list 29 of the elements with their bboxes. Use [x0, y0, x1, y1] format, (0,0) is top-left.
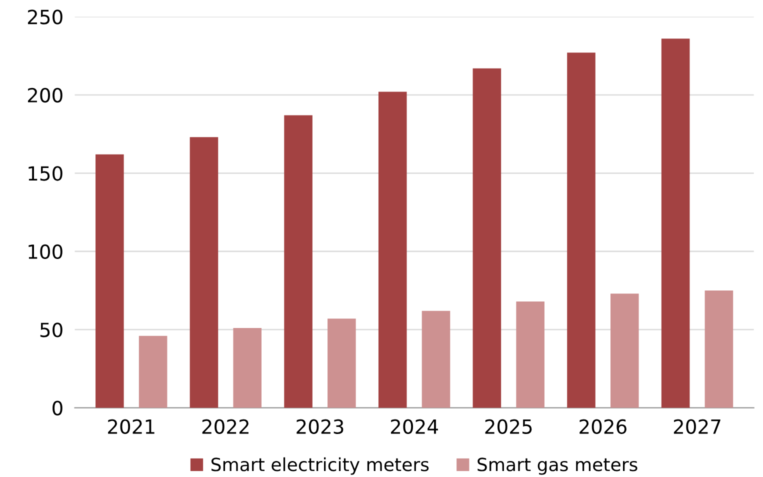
bar: [704, 290, 734, 408]
y-tick-label: 250: [28, 10, 62, 24]
y-tick-label: 150: [28, 166, 62, 181]
y-tick-label: 100: [28, 244, 62, 260]
bar: [190, 137, 218, 408]
bar: [233, 328, 262, 408]
x-tick-label: 2024: [390, 419, 438, 434]
bar: [422, 310, 450, 408]
bar: [96, 154, 124, 408]
bar: [472, 68, 502, 408]
y-tick-label: 200: [28, 88, 62, 103]
y-tick-label: 0: [52, 400, 62, 416]
bar: [610, 294, 639, 408]
y-tick-label: 50: [40, 322, 62, 338]
bar: [378, 92, 407, 408]
bar: [328, 318, 356, 408]
bar: [516, 301, 544, 408]
bar: [567, 52, 596, 408]
legend-label: Smart gas meters: [478, 458, 638, 475]
bar: [138, 336, 168, 408]
x-tick-label: 2023: [296, 419, 344, 434]
x-tick-label: 2026: [580, 419, 626, 434]
x-tick-label: 2025: [485, 419, 532, 434]
x-tick-label: 2027: [674, 419, 720, 434]
x-tick-label: 2021: [108, 419, 154, 434]
legend-label: Smart electricity meters: [211, 457, 429, 475]
bar: [284, 115, 312, 408]
bar: [661, 38, 690, 408]
x-tick-label: 2022: [202, 419, 248, 434]
